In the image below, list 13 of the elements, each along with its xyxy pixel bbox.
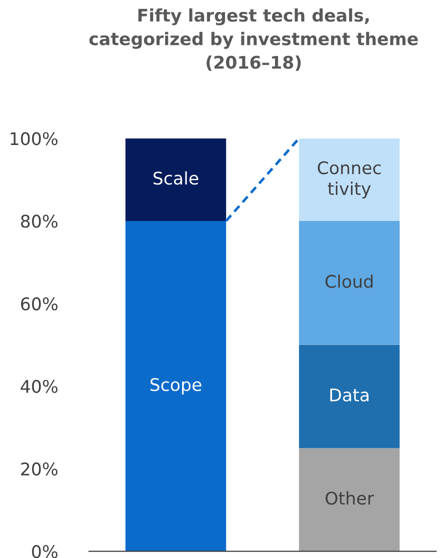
chart-title: Fifty largest tech deals, categorized by investment theme (2016–18) <box>89 8 418 71</box>
y-tick-label: 40% <box>20 380 58 393</box>
series-label: Other <box>326 491 374 505</box>
series-label: Scale <box>154 171 198 185</box>
series-label: Connec tivity <box>318 161 381 198</box>
series-label: Scope <box>150 378 202 395</box>
y-tick-label: 80% <box>21 214 58 228</box>
series-label: Cloud <box>326 274 373 288</box>
y-tick-label: 60% <box>21 297 58 310</box>
y-tick-label: 100% <box>10 132 58 146</box>
y-tick-label: 20% <box>21 462 58 476</box>
y-tick-label: 0% <box>32 545 58 558</box>
series-label: Data <box>330 388 368 402</box>
